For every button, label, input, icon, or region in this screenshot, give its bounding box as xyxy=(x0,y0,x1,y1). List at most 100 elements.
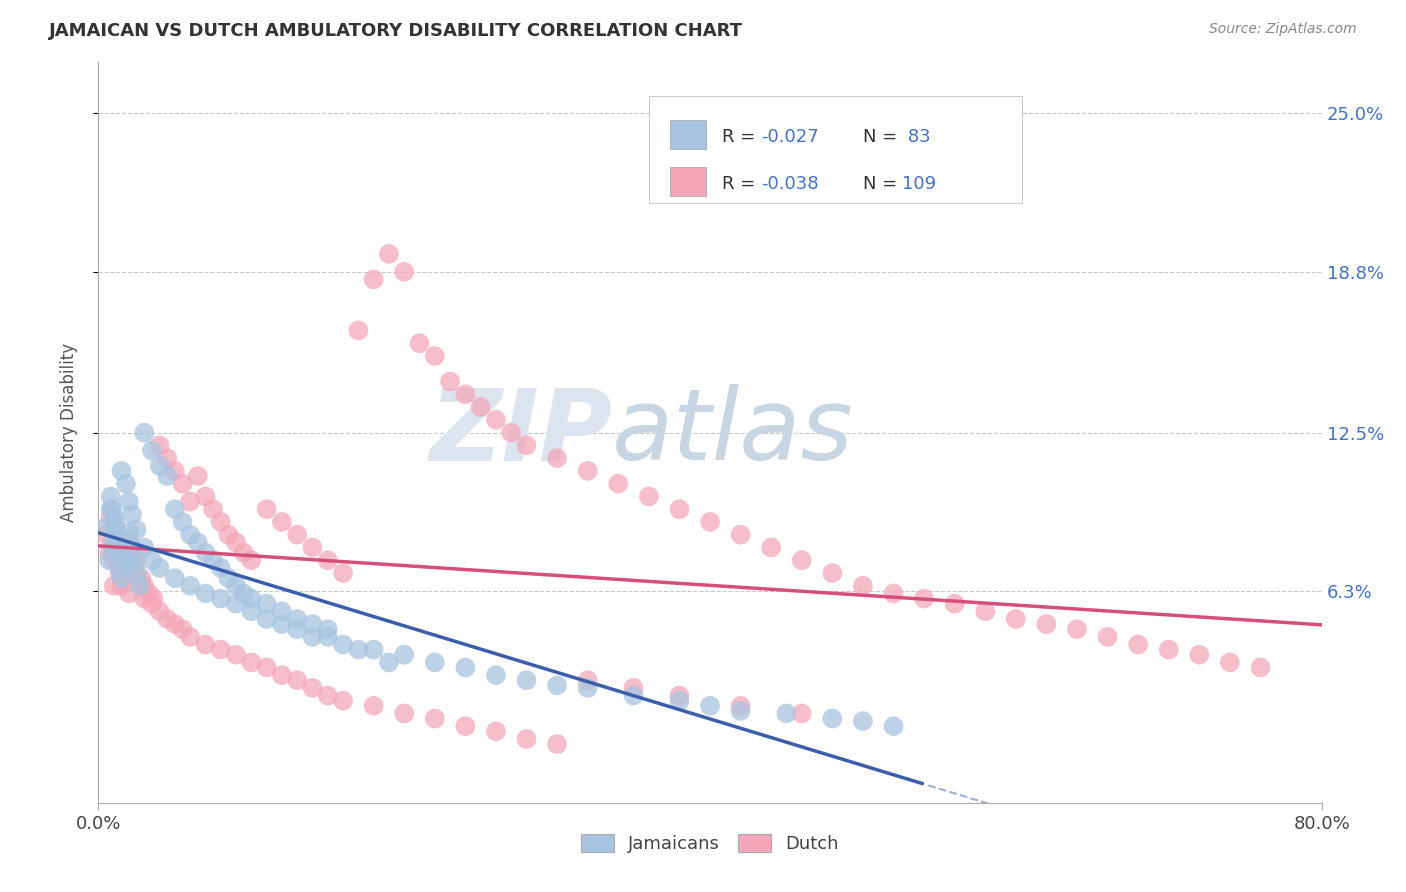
Point xyxy=(225,535,247,549)
Point xyxy=(111,561,134,575)
Point xyxy=(637,490,661,504)
Point xyxy=(187,535,209,549)
Point xyxy=(209,561,232,575)
Point xyxy=(225,597,247,611)
Point xyxy=(129,571,152,585)
Point xyxy=(209,642,232,657)
Point xyxy=(332,638,354,652)
Point xyxy=(378,656,401,670)
Point xyxy=(101,541,124,555)
Point xyxy=(454,660,477,674)
Text: N =: N = xyxy=(863,128,903,146)
Point xyxy=(103,546,125,560)
Point xyxy=(156,451,179,466)
Point xyxy=(100,502,122,516)
Point xyxy=(108,561,131,575)
Point xyxy=(141,597,163,611)
Bar xyxy=(669,120,706,149)
Point xyxy=(98,553,121,567)
Point xyxy=(118,535,141,549)
Point xyxy=(607,476,630,491)
Point xyxy=(117,566,139,580)
Point xyxy=(108,566,131,580)
Point xyxy=(111,550,134,565)
Point xyxy=(423,712,446,726)
Text: R =: R = xyxy=(723,176,761,194)
Point xyxy=(115,543,138,558)
Point xyxy=(516,438,538,452)
Point xyxy=(852,714,875,728)
Point xyxy=(118,586,141,600)
Point xyxy=(110,579,132,593)
FancyBboxPatch shape xyxy=(648,95,1022,203)
Point xyxy=(668,502,690,516)
Point xyxy=(316,622,339,636)
Point xyxy=(546,737,568,751)
Point xyxy=(125,523,148,537)
Point xyxy=(105,527,128,541)
Point xyxy=(128,579,150,593)
Point xyxy=(1188,648,1211,662)
Point xyxy=(285,612,308,626)
Point xyxy=(392,648,416,662)
Point xyxy=(101,535,124,549)
Text: ZIP: ZIP xyxy=(429,384,612,481)
Point xyxy=(285,673,308,688)
Point xyxy=(270,617,292,632)
Text: N =: N = xyxy=(863,176,903,194)
Point xyxy=(576,681,599,695)
Point xyxy=(668,694,690,708)
Point xyxy=(363,642,385,657)
Point xyxy=(623,681,645,695)
Point xyxy=(149,438,172,452)
Y-axis label: Ambulatory Disability: Ambulatory Disability xyxy=(59,343,77,522)
Point xyxy=(316,689,339,703)
Point xyxy=(105,533,128,547)
Point xyxy=(172,515,194,529)
Point xyxy=(730,704,752,718)
Bar xyxy=(669,167,706,196)
Point xyxy=(1035,617,1057,632)
Point xyxy=(301,681,323,695)
Point xyxy=(423,656,446,670)
Point xyxy=(240,591,263,606)
Point xyxy=(100,490,122,504)
Point xyxy=(883,719,905,733)
Point xyxy=(316,630,339,644)
Point xyxy=(363,272,385,286)
Point xyxy=(454,387,477,401)
Point xyxy=(270,604,292,618)
Point xyxy=(194,638,217,652)
Point xyxy=(256,502,278,516)
Point xyxy=(104,520,127,534)
Point xyxy=(194,490,217,504)
Point xyxy=(179,494,201,508)
Point xyxy=(668,689,690,703)
Point xyxy=(730,527,752,541)
Point xyxy=(332,694,354,708)
Point xyxy=(149,604,172,618)
Point xyxy=(134,579,156,593)
Point xyxy=(104,515,127,529)
Point xyxy=(240,604,263,618)
Point xyxy=(103,553,125,567)
Point xyxy=(270,668,292,682)
Point xyxy=(179,579,201,593)
Point xyxy=(103,509,125,524)
Point xyxy=(163,502,186,516)
Point xyxy=(94,520,117,534)
Point xyxy=(104,520,127,534)
Point xyxy=(1249,660,1271,674)
Point xyxy=(141,443,163,458)
Point xyxy=(821,566,844,580)
Point xyxy=(118,494,141,508)
Point xyxy=(122,558,145,573)
Point xyxy=(240,553,263,567)
Point xyxy=(232,586,254,600)
Point xyxy=(125,566,148,580)
Point xyxy=(179,527,201,541)
Point xyxy=(115,476,138,491)
Point xyxy=(125,553,148,567)
Text: -0.027: -0.027 xyxy=(762,128,820,146)
Point xyxy=(270,515,292,529)
